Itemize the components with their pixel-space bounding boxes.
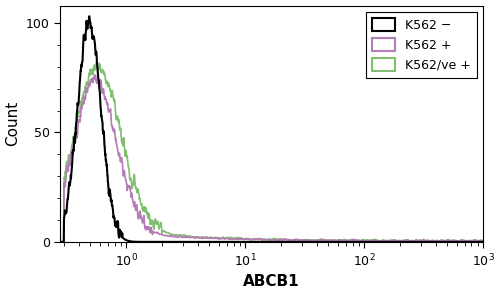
K562 + [390, 239, 396, 242]
K562 − [76, 95, 82, 98]
K562 − [262, 240, 268, 244]
K562 − [468, 240, 474, 244]
K562 + [468, 239, 473, 243]
K562 + [468, 239, 474, 243]
K562 + [76, 119, 82, 122]
K562/ve + [262, 237, 268, 241]
K562 − [390, 240, 396, 244]
Line: K562 +: K562 + [57, 75, 483, 242]
K562/ve + [468, 239, 474, 242]
Legend: K562 −, K562 +, K562/ve +: K562 −, K562 +, K562/ve + [366, 12, 476, 78]
Line: K562/ve +: K562/ve + [57, 62, 483, 242]
K562 + [92, 73, 98, 77]
K562 − [468, 240, 473, 244]
X-axis label: ABCB1: ABCB1 [244, 274, 300, 289]
K562 − [86, 14, 92, 18]
Y-axis label: Count: Count [6, 101, 20, 146]
K562/ve + [76, 109, 82, 113]
K562 − [250, 240, 256, 244]
K562/ve + [250, 237, 256, 241]
Line: K562 −: K562 − [57, 16, 483, 242]
K562/ve + [468, 239, 473, 242]
K562 + [262, 238, 268, 241]
K562 − [480, 240, 486, 244]
K562 + [480, 240, 486, 243]
K562/ve + [54, 240, 60, 244]
K562/ve + [390, 239, 396, 242]
K562 + [250, 237, 256, 241]
K562/ve + [94, 60, 100, 64]
K562 − [54, 240, 60, 244]
K562/ve + [480, 239, 486, 243]
K562 + [54, 240, 60, 244]
